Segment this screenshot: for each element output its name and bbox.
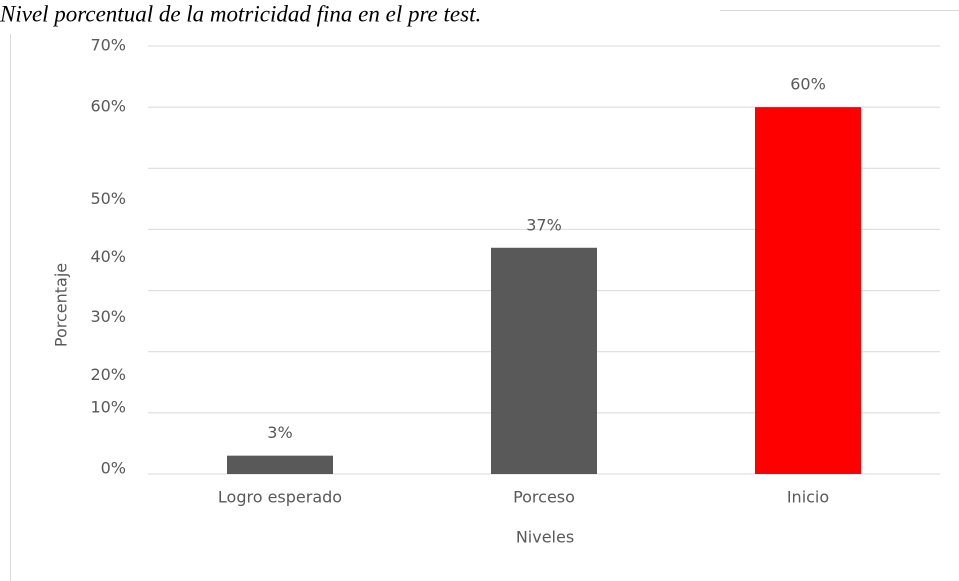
y-tick-label: 30% [90,307,126,326]
y-tick-label: 60% [90,97,126,116]
y-tick-label: 0% [101,459,126,478]
x-tick-label: Inicio [787,488,829,507]
data-label: 37% [526,215,562,234]
x-tick-label: Porceso [513,488,575,507]
bar [491,247,597,474]
x-tick-label: Logro esperado [218,488,342,507]
y-tick-label: 20% [90,365,126,384]
title-background [0,0,720,34]
y-axis-title: Porcentaje [52,263,71,347]
y-tick-label: 70% [90,36,126,55]
bar [755,107,861,475]
bar [227,455,333,474]
y-tick-label: 10% [90,397,126,416]
data-label: 60% [790,75,826,94]
y-tick-label: 40% [90,247,126,266]
y-tick-label: 50% [90,189,126,208]
x-axis-title: Niveles [516,528,574,547]
chart-title: Nivel porcentual de la motricidad fina e… [0,1,481,26]
data-label: 3% [267,423,292,442]
